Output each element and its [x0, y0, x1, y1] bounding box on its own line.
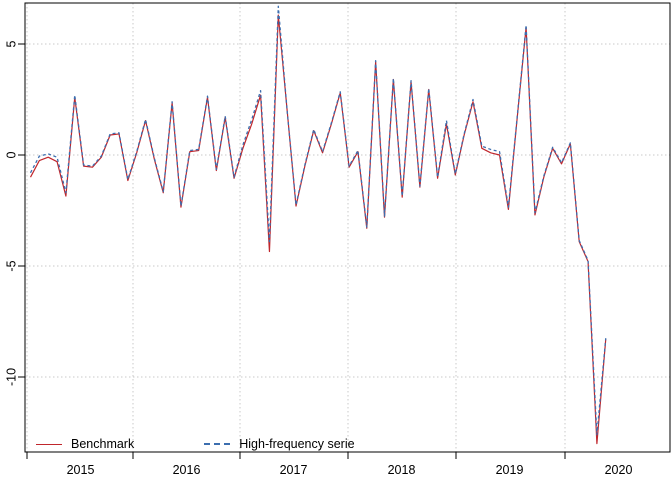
- legend: Benchmark High-frequency serie: [36, 436, 355, 452]
- axes: [18, 2, 671, 459]
- svg-text:2015: 2015: [67, 463, 95, 477]
- benchmark-line-sample: [36, 443, 62, 445]
- svg-text:-5: -5: [4, 260, 18, 271]
- axis-tick-labels: 5 0 -5 -10 2015 2016 2017 2018 2019 2020: [4, 40, 632, 477]
- svg-text:2019: 2019: [496, 463, 524, 477]
- legend-item-benchmark: Benchmark: [36, 437, 134, 451]
- legend-label-benchmark: Benchmark: [71, 437, 135, 451]
- svg-text:2018: 2018: [388, 463, 416, 477]
- high-frequency-series-line: [29, 5, 607, 436]
- svg-text:2020: 2020: [605, 463, 633, 477]
- gridlines: [25, 3, 670, 452]
- legend-item-high-frequency: High-frequency serie: [204, 437, 355, 451]
- svg-text:0: 0: [4, 151, 18, 158]
- svg-text:-10: -10: [4, 368, 18, 386]
- legend-label-high-frequency: High-frequency serie: [239, 437, 355, 451]
- svg-text:5: 5: [4, 40, 18, 47]
- high-frequency-line-sample: [204, 443, 231, 445]
- data-series: [29, 5, 607, 445]
- svg-text:2016: 2016: [173, 463, 201, 477]
- svg-text:2017: 2017: [280, 463, 308, 477]
- benchmark-series-line: [29, 14, 607, 445]
